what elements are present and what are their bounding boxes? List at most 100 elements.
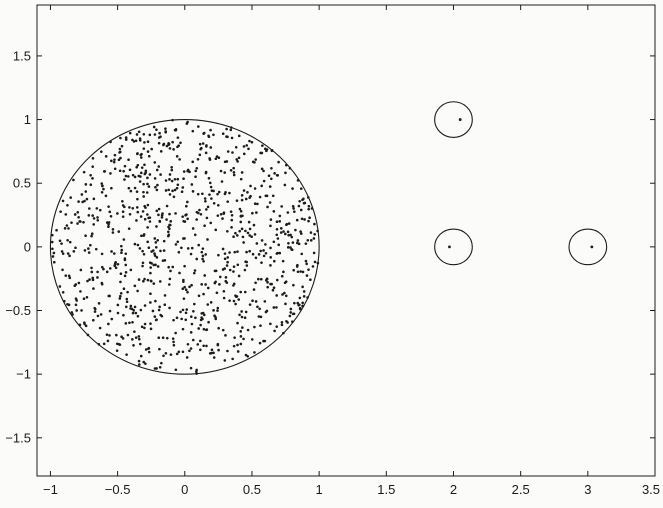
data-point <box>288 166 292 170</box>
data-point <box>284 302 287 306</box>
data-point <box>258 307 261 311</box>
data-point <box>236 250 239 253</box>
data-point <box>287 222 291 225</box>
data-point <box>204 170 208 174</box>
data-point <box>231 151 234 154</box>
data-point <box>183 285 186 289</box>
data-point <box>235 158 239 161</box>
data-point <box>208 181 212 185</box>
data-point <box>180 190 184 194</box>
circle-outline <box>568 228 608 266</box>
data-point <box>182 280 185 283</box>
data-point <box>198 142 202 146</box>
data-point <box>301 301 304 305</box>
data-point <box>204 283 207 286</box>
data-point <box>199 339 202 343</box>
data-point <box>284 163 288 167</box>
data-point <box>175 352 179 356</box>
data-point <box>242 241 245 244</box>
data-point <box>246 231 250 235</box>
data-point <box>202 259 205 263</box>
data-point <box>289 233 292 237</box>
data-point <box>157 308 161 312</box>
data-point <box>268 201 272 204</box>
data-point <box>116 212 119 215</box>
data-point <box>154 185 157 189</box>
data-point <box>144 169 148 173</box>
data-point <box>85 197 89 201</box>
data-point <box>238 207 242 211</box>
data-point <box>167 233 171 237</box>
data-point <box>143 304 147 307</box>
data-point <box>296 239 300 242</box>
data-point <box>281 259 285 263</box>
data-point <box>115 349 119 352</box>
data-point <box>81 200 84 204</box>
data-point <box>153 315 157 318</box>
data-point <box>119 272 123 276</box>
data-point <box>246 190 249 194</box>
data-point <box>82 297 86 300</box>
data-point <box>243 316 247 320</box>
data-point <box>239 335 243 338</box>
data-point <box>189 366 193 370</box>
data-point <box>289 311 293 314</box>
data-point <box>153 252 156 255</box>
data-point <box>206 303 210 306</box>
data-point <box>67 227 70 230</box>
data-point <box>275 227 279 231</box>
data-point <box>103 170 107 173</box>
data-point <box>175 155 179 158</box>
data-point <box>124 138 128 141</box>
x-tick-label: 1 <box>316 482 323 497</box>
data-point <box>167 283 171 286</box>
data-point <box>176 240 180 244</box>
data-point <box>91 177 94 180</box>
data-point <box>146 140 150 143</box>
data-point <box>72 178 75 182</box>
data-point <box>120 244 123 248</box>
data-point <box>184 318 188 322</box>
data-point <box>128 131 132 135</box>
data-point <box>135 206 139 209</box>
data-point <box>119 292 123 295</box>
data-point <box>102 187 105 191</box>
data-point <box>182 177 185 181</box>
data-point <box>183 264 186 268</box>
data-point <box>155 367 158 370</box>
data-point <box>313 222 316 226</box>
data-point <box>162 142 166 146</box>
data-point <box>104 194 108 198</box>
data-point <box>151 309 155 313</box>
data-point <box>168 193 172 196</box>
data-point <box>123 178 126 181</box>
data-point <box>159 173 162 176</box>
data-point <box>239 209 243 213</box>
data-point <box>269 256 272 259</box>
data-point <box>146 278 150 282</box>
data-point <box>233 336 236 339</box>
data-point <box>269 322 272 326</box>
data-point <box>140 234 143 238</box>
data-point <box>245 144 249 147</box>
data-point <box>251 299 254 303</box>
data-point <box>186 200 189 204</box>
data-point <box>250 140 254 144</box>
data-point <box>201 247 205 250</box>
data-point <box>68 276 72 280</box>
data-point <box>242 152 246 156</box>
data-point <box>261 144 264 147</box>
data-point <box>210 351 213 355</box>
data-point <box>202 292 205 296</box>
data-point <box>66 238 69 242</box>
data-point <box>124 305 128 309</box>
data-point <box>269 246 272 250</box>
data-point <box>205 328 208 332</box>
data-point <box>226 150 230 153</box>
data-point <box>216 309 219 312</box>
data-point <box>100 191 104 194</box>
data-point <box>306 238 310 242</box>
data-point <box>209 128 212 132</box>
data-point <box>140 325 144 329</box>
data-point <box>59 210 62 213</box>
